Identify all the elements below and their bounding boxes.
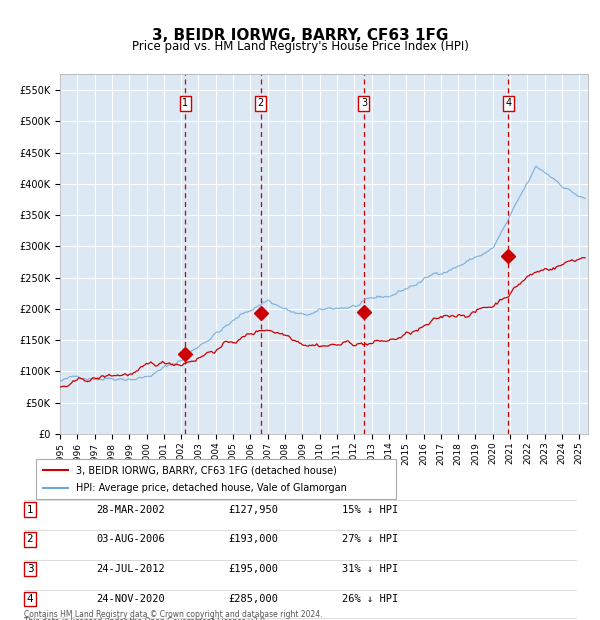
Text: 24-JUL-2012: 24-JUL-2012 — [96, 564, 165, 574]
Text: 24-NOV-2020: 24-NOV-2020 — [96, 594, 165, 604]
Text: This data is licensed under the Open Government Licence v3.0.: This data is licensed under the Open Gov… — [24, 617, 268, 620]
Text: 1: 1 — [182, 98, 188, 108]
Text: 3: 3 — [361, 98, 367, 108]
Text: 26% ↓ HPI: 26% ↓ HPI — [342, 594, 398, 604]
FancyBboxPatch shape — [36, 459, 396, 499]
Text: 3: 3 — [26, 564, 34, 574]
Text: Contains HM Land Registry data © Crown copyright and database right 2024.: Contains HM Land Registry data © Crown c… — [24, 609, 323, 619]
Text: £285,000: £285,000 — [228, 594, 278, 604]
Text: Price paid vs. HM Land Registry's House Price Index (HPI): Price paid vs. HM Land Registry's House … — [131, 40, 469, 53]
Text: 4: 4 — [26, 594, 34, 604]
Text: 3, BEIDR IORWG, BARRY, CF63 1FG: 3, BEIDR IORWG, BARRY, CF63 1FG — [152, 28, 448, 43]
Text: 31% ↓ HPI: 31% ↓ HPI — [342, 564, 398, 574]
Text: 03-AUG-2006: 03-AUG-2006 — [96, 534, 165, 544]
Text: £127,950: £127,950 — [228, 505, 278, 515]
Text: 2: 2 — [257, 98, 264, 108]
Text: 3, BEIDR IORWG, BARRY, CF63 1FG (detached house): 3, BEIDR IORWG, BARRY, CF63 1FG (detache… — [76, 465, 337, 475]
Text: £195,000: £195,000 — [228, 564, 278, 574]
Text: 2: 2 — [26, 534, 34, 544]
Text: 27% ↓ HPI: 27% ↓ HPI — [342, 534, 398, 544]
Text: £193,000: £193,000 — [228, 534, 278, 544]
Text: 15% ↓ HPI: 15% ↓ HPI — [342, 505, 398, 515]
Text: 28-MAR-2002: 28-MAR-2002 — [96, 505, 165, 515]
Text: 1: 1 — [26, 505, 34, 515]
Text: 4: 4 — [505, 98, 511, 108]
Text: HPI: Average price, detached house, Vale of Glamorgan: HPI: Average price, detached house, Vale… — [76, 483, 346, 493]
